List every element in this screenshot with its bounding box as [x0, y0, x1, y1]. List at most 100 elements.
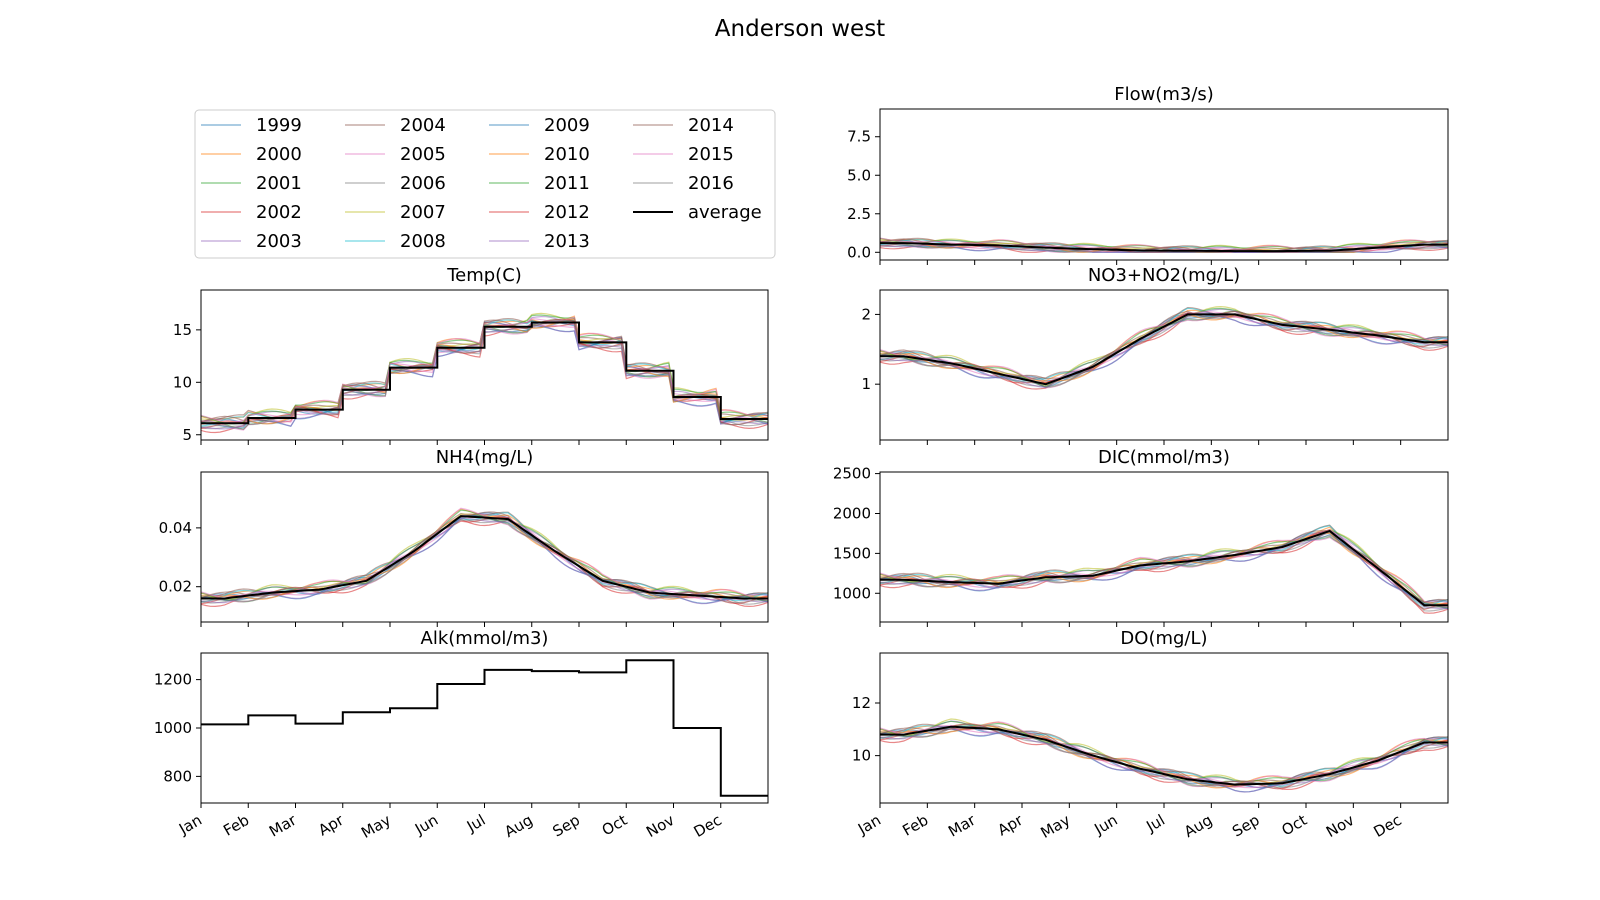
x-tick-label: Sep	[1229, 811, 1262, 841]
legend-label: 2013	[544, 231, 590, 252]
series-line	[880, 532, 1448, 612]
subplot-title: Alk(mmol/m3)	[421, 628, 549, 649]
x-tick-label: Dec	[1371, 811, 1405, 841]
y-tick-label: 10	[173, 373, 192, 391]
y-tick-label: 12	[852, 694, 871, 712]
legend-entry: 2012	[489, 202, 590, 223]
legend-entry: 2007	[345, 202, 446, 223]
average-line	[201, 321, 768, 425]
series-line	[880, 532, 1448, 607]
y-tick-label: 10	[852, 747, 871, 765]
subplot-title: NH4(mg/L)	[436, 447, 534, 468]
x-tick-label: Feb	[899, 811, 931, 840]
series-line	[880, 535, 1448, 610]
figure-title: Anderson west	[715, 16, 885, 42]
series-line	[880, 528, 1448, 604]
x-tick-label: May	[358, 811, 394, 842]
legend-label: 2001	[256, 173, 302, 194]
series-line	[880, 536, 1448, 609]
legend-label: 2000	[256, 144, 302, 165]
y-tick-label: 15	[173, 321, 192, 339]
y-tick-label: 5.0	[847, 166, 871, 184]
y-tick-label: 1000	[833, 584, 871, 602]
legend-entry: 2009	[489, 115, 590, 136]
x-tick-label: Jan	[175, 811, 205, 839]
subplot-title: Flow(m3/s)	[1114, 84, 1214, 105]
legend-entry: 2004	[345, 115, 446, 136]
y-tick-label: 2000	[833, 504, 871, 522]
x-tick-label: Aug	[1181, 811, 1215, 841]
legend-label: 2004	[400, 115, 446, 136]
legend-label: 2015	[688, 144, 734, 165]
series-line	[201, 511, 768, 599]
subplot-dic-mmol-m3: DIC(mmol/m3) 1000 1500 2000 2500	[833, 447, 1449, 627]
legend-label: 2011	[544, 173, 590, 194]
x-tick-label: Nov	[643, 811, 677, 841]
x-tick-label: Jun	[1091, 811, 1121, 839]
subplot-flow-m3-s: Flow(m3/s) 0.0 2.5 5.0 7.5	[847, 84, 1449, 265]
legend-label: 1999	[256, 115, 302, 136]
series-line	[880, 243, 1448, 253]
average-line	[880, 725, 1448, 786]
legend-label: 2009	[544, 115, 590, 136]
subplot-title: DO(mg/L)	[1120, 628, 1207, 649]
y-tick-label: 2	[861, 305, 871, 323]
subplot-alk-mmol-m3: Alk(mmol/m3) 800 1000 1200 Jan Feb Mar Apr May Ju…	[154, 628, 769, 842]
series-line	[880, 528, 1448, 606]
series-line	[880, 530, 1448, 610]
y-tick-label: 5	[182, 426, 192, 444]
x-tick-label: Jun	[411, 811, 441, 839]
x-tick-label: Dec	[691, 811, 725, 841]
y-tick-label: 2.5	[847, 205, 871, 223]
legend-label: 2008	[400, 231, 446, 252]
legend-label: 2010	[544, 144, 590, 165]
average-line	[201, 659, 768, 797]
x-tick-label: Apr	[995, 810, 1027, 839]
subplot-title: DIC(mmol/m3)	[1098, 447, 1230, 468]
x-tick-label: Aug	[501, 811, 535, 841]
legend-entry: average	[633, 202, 762, 223]
legend-label: 2002	[256, 202, 302, 223]
x-tick-label: Nov	[1323, 811, 1357, 841]
legend-entry: 2010	[489, 144, 590, 165]
subplot-nh4-mg-l: NH4(mg/L) 0.02 0.04	[159, 447, 769, 627]
legend-entry: 2003	[201, 231, 302, 252]
subplot-no3-no2-mg-l: NO3+NO2(mg/L) 1 2	[861, 265, 1449, 445]
x-tick-label: Mar	[266, 810, 300, 840]
legend-label: 2007	[400, 202, 446, 223]
y-tick-label: 2500	[833, 465, 871, 483]
series-line	[880, 529, 1448, 611]
series-line	[880, 536, 1448, 610]
x-tick-label: Oct	[1279, 811, 1311, 840]
y-tick-label: 1000	[154, 719, 192, 737]
average-line	[201, 515, 768, 600]
x-tick-label: Feb	[220, 811, 252, 840]
legend-entry: 2011	[489, 173, 590, 194]
subplot-title: Temp(C)	[446, 265, 522, 286]
legend-entry: 2002	[201, 202, 302, 223]
series-line	[880, 305, 1448, 386]
average-line	[880, 529, 1448, 607]
y-tick-label: 0.04	[159, 519, 192, 537]
y-tick-label: 0.02	[159, 578, 192, 596]
legend-entry: 2008	[345, 231, 446, 252]
x-tick-label: Jul	[463, 811, 489, 836]
legend: 1999 2000 2001 2002 2003 2004 2005 2006 2007 2008…	[194, 109, 776, 259]
legend-entry: 2016	[633, 173, 734, 194]
series-line	[880, 726, 1448, 787]
legend-label: 2006	[400, 173, 446, 194]
legend-entry: 1999	[201, 115, 302, 136]
legend-entry: 2013	[489, 231, 590, 252]
series-line	[880, 530, 1448, 603]
x-tick-label: May	[1037, 811, 1073, 842]
x-tick-label: Sep	[550, 811, 583, 841]
y-tick-label: 800	[163, 767, 192, 785]
series-line	[880, 530, 1448, 614]
legend-entry: 2006	[345, 173, 446, 194]
average-line	[880, 242, 1448, 253]
x-tick-label: Mar	[945, 810, 979, 840]
series-line	[880, 310, 1448, 380]
axes-frame	[879, 471, 1449, 623]
legend-label: 2012	[544, 202, 590, 223]
series-line	[880, 727, 1448, 791]
